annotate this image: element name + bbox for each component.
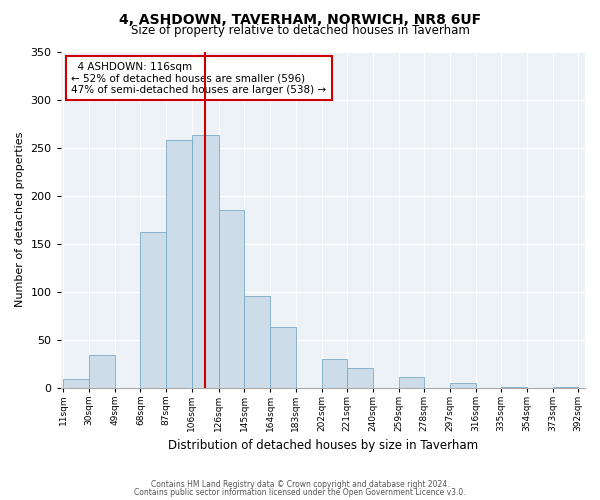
Bar [398,378,424,388]
Bar [192,135,219,388]
Bar [270,328,296,388]
Text: Contains HM Land Registry data © Crown copyright and database right 2024.: Contains HM Land Registry data © Crown c… [151,480,449,489]
Text: Contains public sector information licensed under the Open Government Licence v3: Contains public sector information licen… [134,488,466,497]
Y-axis label: Number of detached properties: Number of detached properties [15,132,25,308]
Bar [553,387,578,388]
X-axis label: Distribution of detached houses by size in Taverham: Distribution of detached houses by size … [168,440,478,452]
Bar [244,296,270,388]
Bar [166,140,192,388]
Text: Size of property relative to detached houses in Taverham: Size of property relative to detached ho… [131,24,469,37]
Bar [140,232,166,388]
Bar [89,355,115,388]
Text: 4, ASHDOWN, TAVERHAM, NORWICH, NR8 6UF: 4, ASHDOWN, TAVERHAM, NORWICH, NR8 6UF [119,12,481,26]
Bar [347,368,373,388]
Bar [450,383,476,388]
Bar [322,359,347,388]
Text: 4 ASHDOWN: 116sqm
← 52% of detached houses are smaller (596)
47% of semi-detache: 4 ASHDOWN: 116sqm ← 52% of detached hous… [71,62,326,95]
Bar [501,387,527,388]
Bar [64,379,89,388]
Bar [219,210,244,388]
